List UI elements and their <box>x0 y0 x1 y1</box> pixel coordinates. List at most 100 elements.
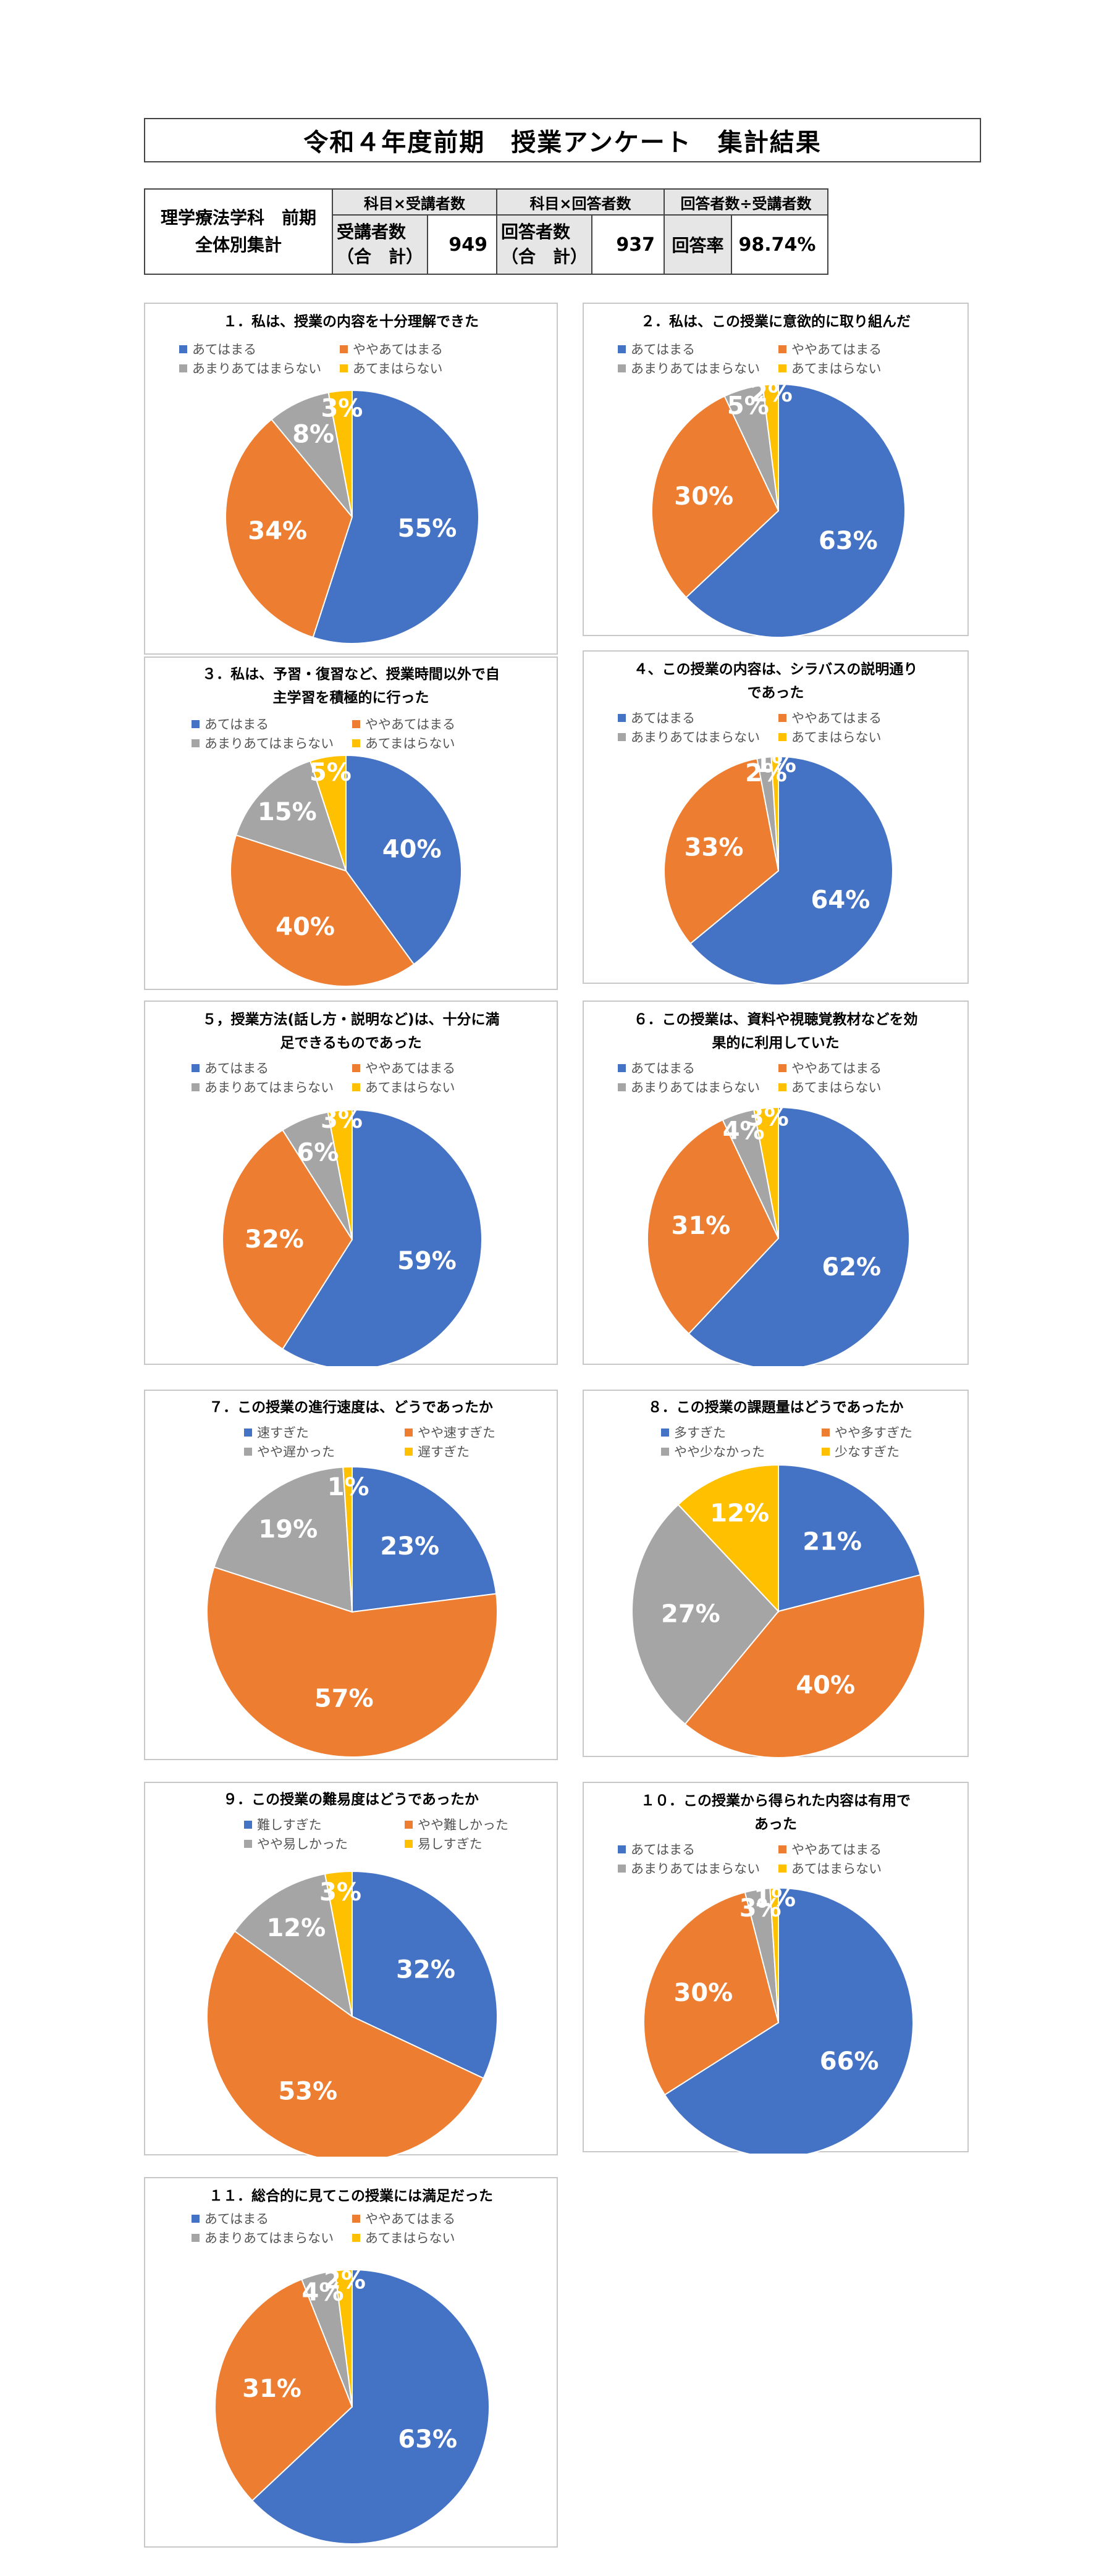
legend-swatch <box>192 2233 200 2242</box>
legend-item: あてはまる <box>192 2209 352 2228</box>
chart-legend: 多すぎた やや多すぎた やや少なかった 少なすぎた <box>661 1423 982 1461</box>
chart-legend: あてはまる ややあてはまるあまりあてはまらない あてまはらない <box>618 1059 939 1096</box>
legend-label: あてまはらない <box>353 361 443 376</box>
legend-item: やや多すぎた <box>822 1423 982 1441</box>
data-label: 3% <box>319 1878 361 1907</box>
data-label: 30% <box>674 1979 733 2007</box>
legend-swatch <box>618 364 626 372</box>
pie-chart: 32% 53% 12% 3% <box>206 1870 498 2157</box>
legend-swatch <box>192 720 200 728</box>
data-label: 5% <box>310 758 352 787</box>
legend-swatch <box>778 1864 786 1873</box>
pie-slice <box>643 1891 780 2096</box>
pie-slice <box>778 1464 921 1613</box>
legend-item: やや易しかった <box>244 1834 405 1853</box>
enrolled-value: 949 <box>427 214 497 275</box>
legend-swatch <box>618 713 626 722</box>
pie-slice <box>753 1106 779 1239</box>
pie-slice <box>206 1566 498 1758</box>
legend-swatch <box>778 364 786 372</box>
legend-label: あてまはらない <box>791 1080 882 1095</box>
data-label: 59% <box>397 1247 457 1275</box>
legend-item: あてはまる <box>618 1840 778 1858</box>
pie-chart-panel-7: 23% 57% 19% 1% ７．この授業の進行速度は、どうであったか 速すぎた やや速すぎ… <box>144 1390 558 1760</box>
data-label: 1% <box>754 1884 796 1913</box>
pie-slice <box>684 1574 925 1758</box>
pie-slice <box>312 389 479 644</box>
data-label: 34% <box>248 517 307 545</box>
legend-swatch <box>618 1845 626 1853</box>
pie-slice <box>762 383 779 511</box>
legend-label: ややあてはまる <box>365 2212 456 2226</box>
dept-scope: 全体別集計 <box>195 235 282 255</box>
legend-swatch <box>244 1820 252 1829</box>
legend-item: あてまはらない <box>352 734 513 752</box>
pie-chart-panel-5: 59% 32% 6% 3% ５，授業方法(話し方・説明など)は、十分に満 足できるものであ… <box>144 1001 558 1366</box>
legend-swatch <box>618 345 626 353</box>
legend-label: あてはまる <box>631 342 696 357</box>
legend-item: あてはまる <box>618 1059 778 1077</box>
pie-chart: 63% 31% 4%2% <box>214 2266 490 2545</box>
data-label: 1% <box>754 750 796 778</box>
legend-item: やや速すぎた <box>405 1423 565 1441</box>
dept-cell: 理学療法学科 前期 全体別集計 <box>144 188 333 275</box>
legend-label: ややあてはまる <box>365 1061 456 1076</box>
legend-item: あてまはらない <box>778 728 939 746</box>
legend-label: あまりあてはまらない <box>204 2231 334 2246</box>
legend-item: ややあてはまる <box>340 340 500 358</box>
legend-item: ややあてはまる <box>352 715 513 733</box>
pie-slice <box>334 2268 353 2407</box>
respondents-header: 科目×回答者数 <box>496 188 665 216</box>
data-label: 62% <box>822 1253 881 1282</box>
pie-slice <box>225 418 353 639</box>
legend-label: 難しすぎた <box>257 1818 322 1832</box>
legend-label: あまりあてはまらない <box>631 1080 761 1095</box>
chart-title-line: ２．私は、この授業に意欲的に取り組んだ <box>641 314 911 330</box>
pie-chart-panel-8: 21% 40% 27% 12% ８．この授業の課題量はどうであったか 多すぎた やや多すぎた… <box>583 1390 969 1758</box>
legend-item: ややあてはまる <box>352 1059 513 1077</box>
pie-slice <box>222 1129 353 1350</box>
legend-item: ややあてはまる <box>778 1840 939 1858</box>
legend-item: あまりあてはまらない <box>618 1859 778 1877</box>
chart-title: ８．この授業の課題量はどうであったか <box>584 1396 967 1419</box>
data-label: 15% <box>258 798 317 826</box>
legend-label: あてまはらない <box>365 2231 455 2246</box>
legend-swatch <box>822 1447 830 1456</box>
legend-label: やや速すぎた <box>418 1425 495 1440</box>
data-label: 33% <box>685 833 744 862</box>
legend-swatch <box>352 739 360 747</box>
data-label: 19% <box>258 1515 318 1543</box>
chart-legend: あてはまる ややあてはまる あまりあてはまらない あてまはらない <box>192 1059 513 1096</box>
legend-swatch <box>618 732 626 741</box>
legend-swatch <box>405 1428 413 1437</box>
legend-item: あまりあてはまらない <box>179 359 340 377</box>
data-label: 12% <box>710 1499 769 1527</box>
legend-swatch <box>405 1820 413 1829</box>
legend-label: あてはまる <box>204 717 269 732</box>
data-label: 30% <box>674 482 733 511</box>
data-label: 40% <box>796 1671 855 1700</box>
legend-swatch <box>661 1447 669 1456</box>
legend-label: 易しすぎた <box>418 1837 482 1852</box>
legend-label: やや多すぎた <box>835 1425 912 1440</box>
chart-title-line: ５，授業方法(話し方・説明など)は、十分に満 <box>202 1012 500 1028</box>
legend-item: ややあてはまる <box>778 340 939 358</box>
legend-label: やや少なかった <box>674 1445 765 1459</box>
chart-legend: あてはまる ややあてはまる あまりあてはまらない あてまはらない <box>192 715 513 752</box>
legend-swatch <box>340 345 348 353</box>
pie-slice <box>235 760 347 872</box>
pie-chart-panel-1: 55% 34% 8% 3% １．私は、授業の内容を十分理解できた あてはまる ややあてはまる… <box>144 303 558 655</box>
pie-slice <box>206 1930 484 2157</box>
pie-slice <box>664 1887 914 2154</box>
legend-item: あまりあてはまらない <box>618 728 778 746</box>
legend-item: ややあてはまる <box>778 1059 939 1077</box>
legend-swatch <box>778 732 786 741</box>
pie-chart: 66% 30% 3%1% <box>643 1884 914 2154</box>
legend-swatch <box>661 1428 669 1437</box>
legend-item: あてまはらない <box>352 1078 513 1096</box>
respondents-value: 937 <box>591 214 665 275</box>
legend-label: あてまはらない <box>365 1080 455 1095</box>
respondents-label-main: 回答者数 <box>501 222 571 242</box>
pie-slice <box>769 1887 779 2023</box>
legend-label: あまりあてはまらない <box>204 1080 334 1095</box>
